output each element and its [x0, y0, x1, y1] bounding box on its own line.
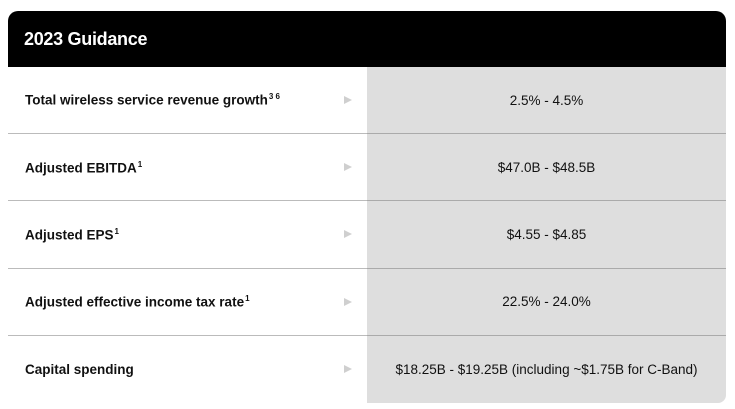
- label-text: Capital spending: [25, 361, 134, 377]
- row-value-cell: $47.0B - $48.5B: [367, 134, 726, 202]
- table-row: Adjusted EPS1 $4.55 - $4.85: [8, 201, 726, 269]
- row-value: $47.0B - $48.5B: [497, 159, 596, 175]
- row-label: Adjusted effective income tax rate1: [25, 294, 250, 310]
- label-text: Adjusted EPS: [25, 227, 114, 243]
- row-value: 22.5% - 24.0%: [502, 294, 591, 310]
- row-value-cell: $18.25B - $19.25B (including ~$1.75B for…: [367, 335, 726, 403]
- table-row: Adjusted effective income tax rate1 22.5%…: [8, 268, 726, 336]
- row-label-cell: Capital spending: [8, 336, 367, 403]
- row-label-cell: Adjusted effective income tax rate1: [8, 269, 367, 336]
- header: 2023 Guidance: [8, 11, 726, 67]
- title: 2023 Guidance: [24, 28, 148, 49]
- table-row: Total wireless service revenue growth3 6…: [8, 67, 726, 135]
- row-value: $18.25B - $19.25B (including ~$1.75B for…: [395, 361, 698, 377]
- row-value-cell: $4.55 - $4.85: [367, 201, 726, 269]
- row-label: Adjusted EBITDA1: [25, 160, 142, 176]
- row-label: Total wireless service revenue growth3 6: [25, 92, 280, 108]
- label-text: Adjusted effective income tax rate: [25, 294, 245, 310]
- row-label: Adjusted EPS1: [25, 227, 119, 243]
- arrow-icon: [344, 230, 352, 239]
- row-value-cell: 2.5% - 4.5%: [367, 67, 726, 135]
- row-label-cell: Adjusted EBITDA1: [8, 134, 367, 202]
- label-text: Adjusted EBITDA: [25, 160, 137, 176]
- row-value: 2.5% - 4.5%: [509, 92, 584, 108]
- guidance-card: 2023 Guidance Total wireless service rev…: [8, 11, 726, 403]
- table: Total wireless service revenue growth3 6…: [8, 67, 726, 403]
- row-value-cell: 22.5% - 24.0%: [367, 268, 726, 336]
- table-row: Adjusted EBITDA1 $47.0B - $48.5B: [8, 134, 726, 202]
- footnote-ref: 1: [245, 293, 250, 303]
- row-value: $4.55 - $4.85: [506, 226, 587, 242]
- row-label: Capital spending: [25, 362, 134, 377]
- row-label-cell: Adjusted EPS1: [8, 201, 367, 269]
- footnote-ref: 1: [137, 159, 143, 169]
- row-label-cell: Total wireless service revenue growth3 6: [8, 67, 367, 135]
- footnote-ref: 1: [114, 226, 119, 236]
- footnote-ref: 3 6: [268, 92, 280, 102]
- arrow-icon: [344, 365, 352, 374]
- label-text: Total wireless service revenue growth: [25, 92, 268, 108]
- arrow-icon: [344, 163, 352, 172]
- table-row: Capital spending $18.25B - $19.25B (inclu…: [8, 335, 726, 403]
- arrow-icon: [344, 297, 352, 306]
- arrow-icon: [344, 96, 352, 105]
